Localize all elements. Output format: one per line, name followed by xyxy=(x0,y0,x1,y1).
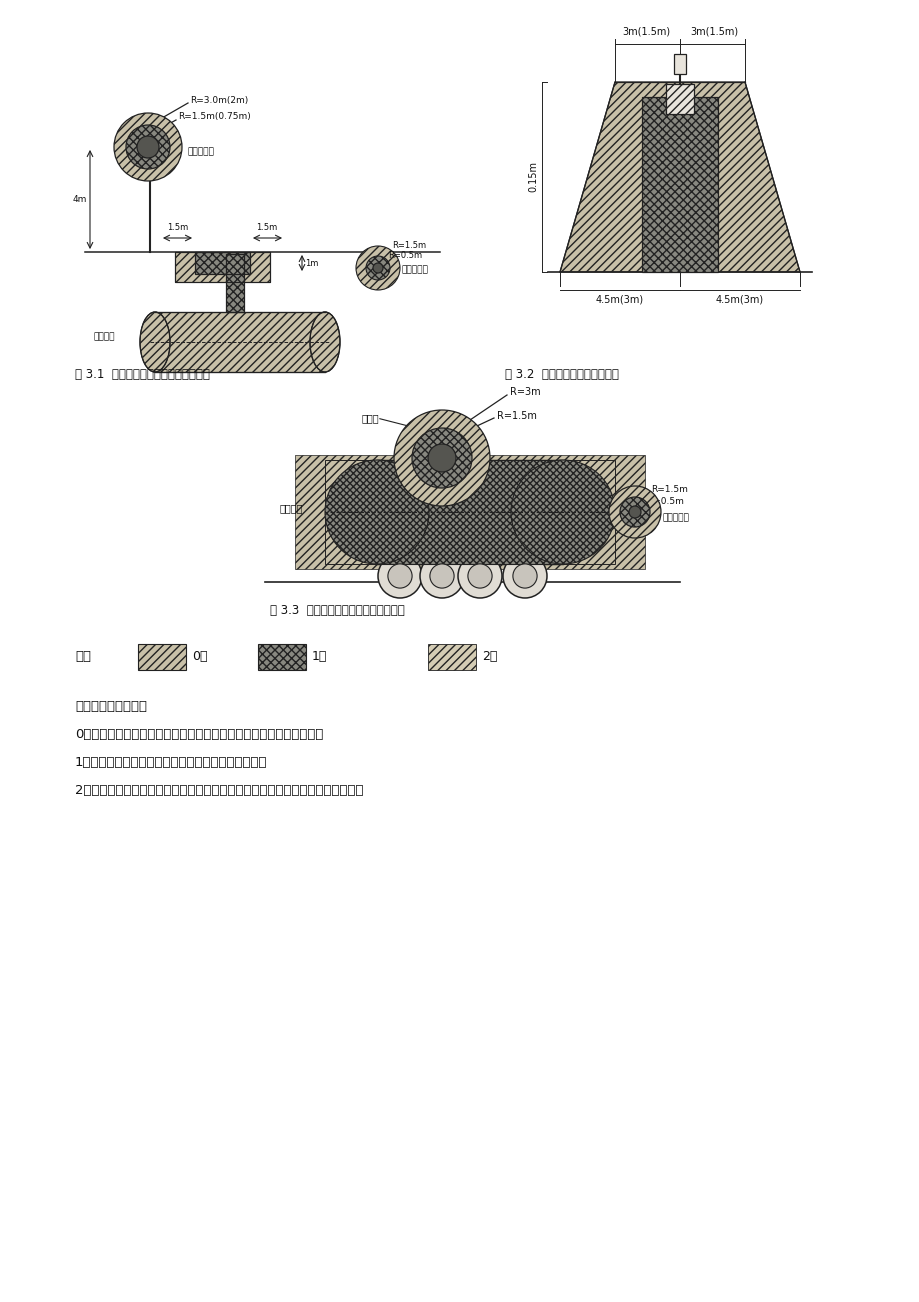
Circle shape xyxy=(608,486,660,538)
Text: 0区: 0区 xyxy=(192,651,208,664)
Circle shape xyxy=(619,497,650,527)
Text: 密闭卸油口: 密闭卸油口 xyxy=(402,266,428,275)
Bar xyxy=(377,460,562,564)
Bar xyxy=(665,85,693,115)
Text: 4.5m(3m): 4.5m(3m) xyxy=(715,296,764,305)
Bar xyxy=(257,644,306,671)
Circle shape xyxy=(412,428,471,488)
Circle shape xyxy=(126,125,170,169)
Text: 图 3.2  加油机操作危险区域划分: 图 3.2 加油机操作危险区域划分 xyxy=(505,367,618,380)
Text: R=0.5m: R=0.5m xyxy=(388,251,422,260)
Ellipse shape xyxy=(324,460,428,564)
Text: R=0.5m: R=0.5m xyxy=(646,497,683,506)
Bar xyxy=(226,254,244,312)
Circle shape xyxy=(503,553,547,598)
Text: 2区：在正常情况下爆炸性气体不能出现，不正常情况下偶尔短时间出现的场所。: 2区：在正常情况下爆炸性气体不能出现，不正常情况下偶尔短时间出现的场所。 xyxy=(75,785,363,798)
Bar xyxy=(138,644,186,671)
Circle shape xyxy=(372,263,382,273)
Bar xyxy=(641,98,717,272)
Circle shape xyxy=(420,553,463,598)
Polygon shape xyxy=(560,82,800,272)
Bar xyxy=(154,312,324,372)
Text: 1m: 1m xyxy=(305,259,318,267)
Circle shape xyxy=(388,564,412,589)
Circle shape xyxy=(356,246,400,290)
Bar xyxy=(195,253,250,273)
Text: 3m(1.5m): 3m(1.5m) xyxy=(689,27,737,36)
Text: R=1.5m: R=1.5m xyxy=(651,486,687,495)
Text: 3m(1.5m): 3m(1.5m) xyxy=(621,27,669,36)
Text: 图 3.1  埋地卧式储罐爆炸危险区域划分: 图 3.1 埋地卧式储罐爆炸危险区域划分 xyxy=(75,367,210,380)
Ellipse shape xyxy=(510,460,614,564)
Circle shape xyxy=(427,444,456,473)
Text: 1.5m: 1.5m xyxy=(256,224,278,233)
Bar xyxy=(226,254,244,312)
Circle shape xyxy=(458,553,502,598)
Bar xyxy=(175,253,269,283)
Circle shape xyxy=(366,256,390,280)
Circle shape xyxy=(629,506,641,518)
Circle shape xyxy=(468,564,492,589)
Bar xyxy=(674,53,686,74)
Circle shape xyxy=(378,553,422,598)
Circle shape xyxy=(429,564,454,589)
Bar xyxy=(295,454,644,569)
Circle shape xyxy=(513,564,537,589)
Ellipse shape xyxy=(310,312,340,372)
Bar xyxy=(427,644,475,671)
Text: 1.5m: 1.5m xyxy=(167,224,188,233)
Text: 0.15m: 0.15m xyxy=(528,161,538,193)
Text: R=3m: R=3m xyxy=(509,387,540,397)
Text: 1区: 1区 xyxy=(312,651,327,664)
Ellipse shape xyxy=(140,312,170,372)
Text: R=1.5m(0.75m): R=1.5m(0.75m) xyxy=(177,112,251,121)
Text: 液体表面: 液体表面 xyxy=(279,503,303,513)
Text: R=3.0m(2m): R=3.0m(2m) xyxy=(190,96,248,105)
Text: 通气管管口: 通气管管口 xyxy=(187,147,215,156)
Text: 图例: 图例 xyxy=(75,651,91,664)
Circle shape xyxy=(393,410,490,506)
Bar xyxy=(324,460,614,564)
Text: 通气口: 通气口 xyxy=(361,413,380,423)
Text: 爆炸危险区域划分：: 爆炸危险区域划分： xyxy=(75,700,147,713)
Text: 4.5m(3m): 4.5m(3m) xyxy=(596,296,643,305)
Text: 2区: 2区 xyxy=(482,651,497,664)
Text: 图 3.3  油罐车卸油时爆炸危险区域划分: 图 3.3 油罐车卸油时爆炸危险区域划分 xyxy=(269,604,404,617)
Bar xyxy=(175,253,269,283)
Text: 1区：正常情况下爆炸性气体可能短时间出现的场所；: 1区：正常情况下爆炸性气体可能短时间出现的场所； xyxy=(75,756,267,769)
Text: 液体表面: 液体表面 xyxy=(94,332,115,341)
Text: R=1.5m: R=1.5m xyxy=(391,241,425,250)
Circle shape xyxy=(114,113,182,181)
Text: 0区：爆炸性气体混合物连续、长时间、频繁出现或长期存在的场所；: 0区：爆炸性气体混合物连续、长时间、频繁出现或长期存在的场所； xyxy=(75,729,323,742)
Text: 密闭卸油口: 密闭卸油口 xyxy=(663,513,689,522)
Text: R=1.5m: R=1.5m xyxy=(496,411,537,421)
Circle shape xyxy=(137,135,159,158)
Text: 4m: 4m xyxy=(73,195,87,204)
